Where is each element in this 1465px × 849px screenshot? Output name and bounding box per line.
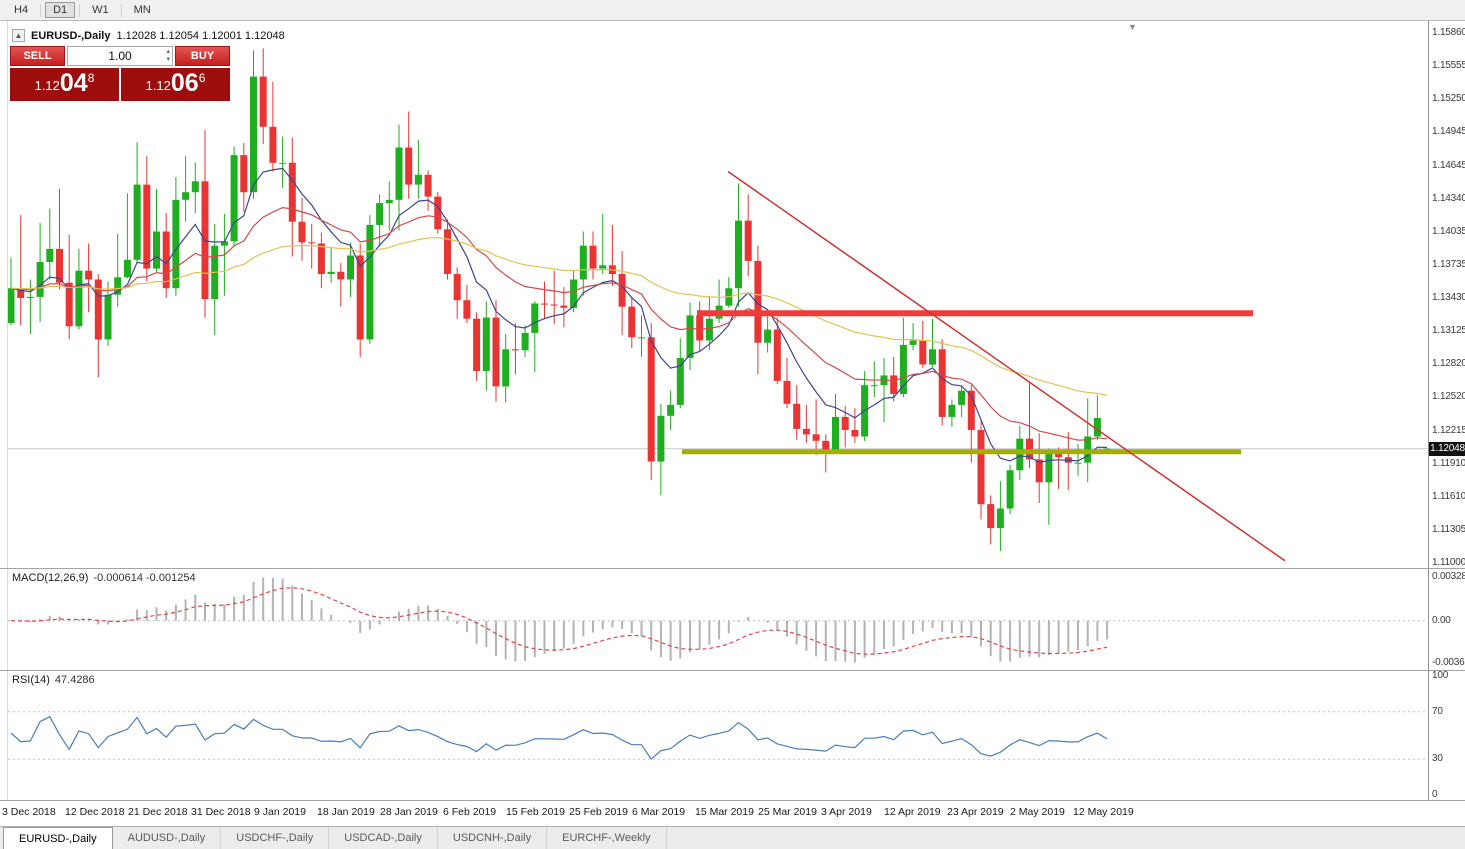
buy-price-prefix: 1.12 [145, 78, 171, 93]
rsi-axis-label: 30 [1432, 753, 1443, 765]
time-axis-label: 12 Dec 2018 [65, 806, 125, 818]
chart-header: ▲ EURUSD-,Daily 1.12028 1.12054 1.12001 … [12, 29, 285, 42]
rsi-axis-label: 100 [1432, 670, 1449, 681]
chart-left-border [7, 21, 8, 822]
current-price-tag: 1.12048 [1429, 441, 1465, 456]
price-axis-label: 1.12820 [1432, 358, 1465, 370]
panel-separator-rsi[interactable] [0, 670, 1465, 671]
toolbar-separator [40, 3, 42, 17]
sell-price-prefix: 1.12 [34, 78, 60, 93]
timeframe-button-mn[interactable]: MN [133, 4, 151, 16]
macd-chart-canvas[interactable] [8, 570, 1428, 670]
macd-name: MACD(12,26,9) [12, 572, 89, 584]
price-axis-label: 1.15860 [1432, 27, 1465, 38]
volume-value: 1.00 [108, 49, 132, 63]
timeframe-button-h4[interactable]: H4 [14, 4, 29, 16]
chart-symbol-label: EURUSD-,Daily [31, 29, 111, 42]
macd-axis-label: -0.00365 [1432, 657, 1465, 668]
time-axis-label: 18 Jan 2019 [317, 806, 375, 818]
price-axis-label: 1.14035 [1432, 225, 1465, 237]
volume-input[interactable]: 1.00 ▴ ▾ [67, 46, 173, 66]
price-axis-label: 1.13430 [1432, 292, 1465, 303]
time-axis-label: 6 Feb 2019 [443, 806, 497, 818]
rsi-indicator-label: RSI(14) 47.4286 [12, 674, 95, 686]
time-axis-label: 21 Dec 2018 [128, 806, 188, 818]
price-axis-label: 1.14340 [1432, 192, 1465, 204]
time-axis-label: 15 Feb 2019 [506, 806, 565, 818]
one-click-trading-panel: SELL 1.00 ▴ ▾ BUY 1.12 04 8 1.12 06 6 [10, 46, 230, 101]
buy-price-sup: 6 [198, 71, 206, 85]
sell-price-sup: 8 [87, 71, 95, 85]
chart-tab-eurchf[interactable]: EURCHF-,Weekly [547, 827, 667, 849]
time-axis-label: 12 May 2019 [1073, 806, 1134, 818]
price-axis-label: 1.13125 [1432, 325, 1465, 337]
price-axis-label: 1.15555 [1432, 60, 1465, 72]
macd-indicator-label: MACD(12,26,9) -0.000614 -0.001254 [12, 572, 196, 584]
macd-values: -0.000614 -0.001254 [93, 572, 196, 584]
timeframe-button-d1[interactable]: D1 [45, 2, 76, 18]
time-axis-label: 6 Mar 2019 [632, 806, 686, 818]
buy-price-display[interactable]: 1.12 06 6 [121, 68, 230, 101]
price-axis-label: 1.11305 [1432, 523, 1465, 535]
chart-shift-marker-icon[interactable]: ▼ [1128, 22, 1137, 32]
one-click-toggle-icon[interactable]: ▲ [12, 29, 25, 42]
price-axis-label: 1.14645 [1432, 159, 1465, 171]
chart-tab-eurusd[interactable]: EURUSD-,Daily [3, 827, 113, 849]
price-axis-label: 1.15250 [1432, 93, 1465, 105]
chart-ohlc-label: 1.12028 1.12054 1.12001 1.12048 [116, 29, 285, 42]
macd-axis-label: 0.00 [1432, 614, 1451, 626]
time-axis-label: 31 Dec 2018 [191, 806, 251, 818]
chart-tab-usdcad[interactable]: USDCAD-,Daily [329, 827, 438, 849]
time-axis-separator [0, 800, 1465, 801]
timeframe-button-w1[interactable]: W1 [92, 4, 109, 16]
panel-separator-macd[interactable] [0, 568, 1465, 569]
volume-spinner[interactable]: ▴ ▾ [166, 48, 170, 64]
price-axis[interactable]: 1.12048 1.15860 1.15555 1.15250 1.14945 1.14… [1428, 21, 1465, 801]
spin-down-icon: ▾ [166, 56, 170, 63]
price-axis-label: 1.14945 [1432, 126, 1465, 138]
chart-tab-usdcnh[interactable]: USDCNH-,Daily [438, 827, 548, 849]
rsi-axis-label: 0 [1432, 789, 1438, 800]
time-axis[interactable]: 3 Dec 2018 12 Dec 2018 21 Dec 2018 31 Dec 2… [0, 801, 1465, 825]
time-axis-label: 15 Mar 2019 [695, 806, 754, 818]
rsi-name: RSI(14) [12, 674, 50, 686]
time-axis-label: 3 Dec 2018 [2, 806, 56, 818]
timeframe-toolbar: H4 D1 W1 MN [0, 0, 1465, 21]
rsi-value: 47.4286 [54, 674, 95, 686]
price-axis-label: 1.11910 [1432, 457, 1465, 469]
time-axis-label: 25 Feb 2019 [569, 806, 628, 818]
chart-tab-usdchf[interactable]: USDCHF-,Daily [221, 827, 330, 849]
rsi-chart-canvas[interactable] [8, 672, 1428, 800]
macd-axis-label: 0.00328 [1432, 571, 1465, 582]
price-axis-label: 1.12215 [1432, 424, 1465, 436]
time-axis-label: 28 Jan 2019 [380, 806, 438, 818]
chart-tab-audusd[interactable]: AUDUSD-,Daily [113, 827, 222, 849]
toolbar-separator [120, 3, 122, 17]
time-axis-label: 23 Apr 2019 [947, 806, 1004, 818]
spin-up-icon: ▴ [166, 48, 170, 55]
sell-price-display[interactable]: 1.12 04 8 [10, 68, 119, 101]
sell-price-big: 04 [59, 69, 88, 97]
toolbar-separator [79, 3, 81, 17]
chart-tab-bar: EURUSD-,Daily AUDUSD-,Daily USDCHF-,Daily U… [0, 826, 1465, 849]
price-axis-label: 1.12520 [1432, 391, 1465, 403]
time-axis-label: 12 Apr 2019 [884, 806, 941, 818]
time-axis-label: 2 May 2019 [1010, 806, 1065, 818]
price-chart-canvas[interactable] [8, 28, 1428, 568]
buy-button[interactable]: BUY [175, 46, 230, 66]
price-axis-label: 1.11000 [1432, 557, 1465, 568]
sell-button[interactable]: SELL [10, 46, 65, 66]
price-axis-label: 1.13735 [1432, 258, 1465, 270]
price-axis-label: 1.11610 [1432, 490, 1465, 502]
time-axis-label: 3 Apr 2019 [821, 806, 872, 818]
time-axis-label: 9 Jan 2019 [254, 806, 306, 818]
buy-price-big: 06 [170, 69, 199, 97]
rsi-axis-label: 70 [1432, 705, 1443, 717]
time-axis-label: 25 Mar 2019 [758, 806, 817, 818]
